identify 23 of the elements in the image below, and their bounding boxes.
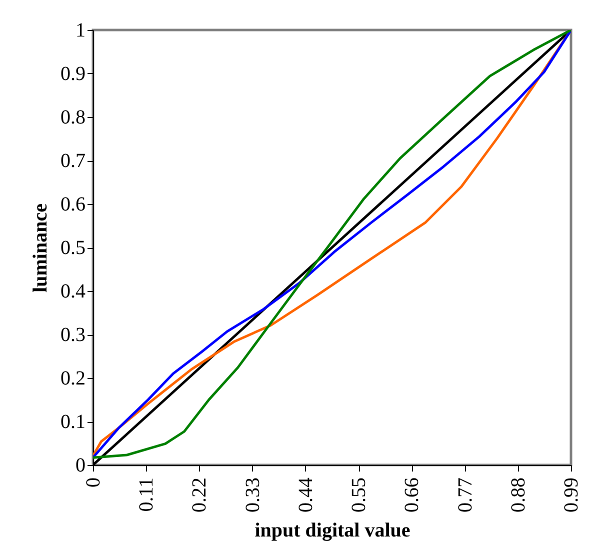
x-tick-label: 0.88 bbox=[507, 478, 530, 512]
y-tick-label: 0.5 bbox=[60, 237, 86, 259]
y-tick-label: 0.2 bbox=[60, 368, 86, 390]
y-axis-title: luminance bbox=[30, 203, 52, 292]
y-tick-label: 0.7 bbox=[60, 150, 86, 172]
x-tick-label: 0.22 bbox=[188, 478, 211, 512]
x-tick-label: 0.44 bbox=[294, 478, 317, 512]
y-tick-label: 0.6 bbox=[60, 194, 86, 216]
y-tick-label: 0.3 bbox=[60, 324, 86, 346]
y-tick-label: 0 bbox=[76, 454, 86, 476]
x-tick-label: 0.66 bbox=[401, 478, 424, 512]
x-tick-label: 0.77 bbox=[454, 478, 476, 512]
x-tick-label: 0.33 bbox=[242, 478, 264, 512]
y-tick-label: 1 bbox=[76, 20, 86, 42]
y-tick-label: 0.9 bbox=[60, 63, 86, 85]
y-tick-label: 0.4 bbox=[60, 280, 86, 302]
x-tick-label: 0.11 bbox=[136, 478, 158, 512]
x-tick-label: 0.99 bbox=[560, 478, 582, 512]
x-axis-title: input digital value bbox=[254, 520, 410, 542]
y-tick-label: 0.1 bbox=[60, 411, 86, 433]
x-tick-label: 0.55 bbox=[348, 478, 370, 512]
y-tick-label: 0.8 bbox=[60, 106, 86, 128]
x-tick-label: 0 bbox=[82, 478, 104, 488]
